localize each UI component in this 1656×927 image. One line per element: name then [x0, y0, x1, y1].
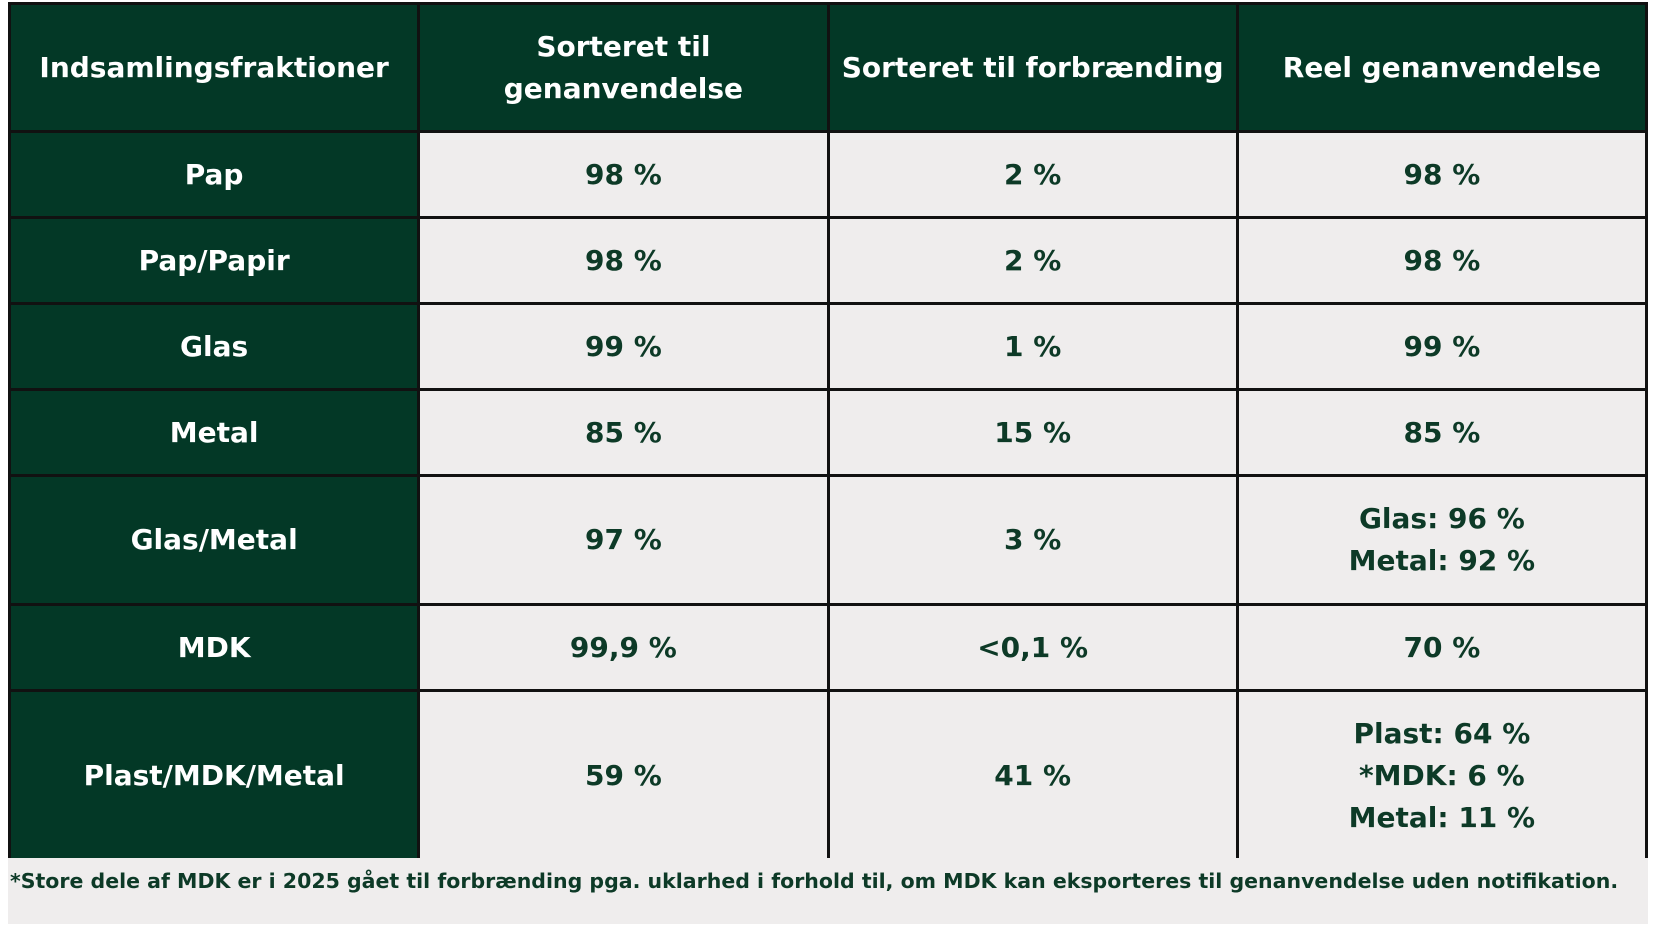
- table-row: Pap 98 % 2 % 98 %: [7, 130, 1649, 219]
- table: Indsamlingsfraktioner Sorteret til genanve…: [7, 2, 1649, 862]
- header-cell: Sorteret til genanvendelse: [417, 2, 830, 133]
- table-row: Pap/Papir 98 % 2 % 98 %: [7, 216, 1649, 305]
- table-cell: 98 %: [1235, 130, 1649, 219]
- header-row: Indsamlingsfraktioner Sorteret til genanve…: [7, 2, 1649, 133]
- cell-line: Metal: 11 %: [1348, 800, 1536, 834]
- table-row: Metal 85 % 15 % 85 %: [7, 388, 1649, 477]
- cell-line: *MDK: 6 %: [1359, 758, 1525, 792]
- table-cell: 1 %: [826, 302, 1239, 391]
- header-cell: Sorteret til forbrænding: [826, 2, 1239, 133]
- cell-line: genanvendelse: [503, 71, 743, 105]
- row-label: MDK: [7, 603, 421, 692]
- table-cell: 41 %: [826, 689, 1239, 862]
- table-row: Glas 99 % 1 % 99 %: [7, 302, 1649, 391]
- cell-line: Metal: 92 %: [1348, 544, 1536, 577]
- table-row: Plast/MDK/Metal 59 % 41 % Plast: 64 % *MDK: …: [7, 689, 1649, 862]
- table-cell: Plast: 64 % *MDK: 6 % Metal: 11 %: [1235, 689, 1649, 862]
- table-cell: 2 %: [826, 130, 1239, 219]
- row-label: Metal: [7, 388, 421, 477]
- table-cell: Glas: 96 % Metal: 92 %: [1235, 474, 1649, 606]
- table-cell: 59 %: [417, 689, 830, 862]
- row-label: Plast/MDK/Metal: [7, 689, 421, 862]
- cell-line: Plast: 64 %: [1353, 716, 1531, 750]
- table-cell: <0,1 %: [826, 603, 1239, 692]
- row-label: Glas/Metal: [7, 474, 421, 606]
- table-cell: 99,9 %: [417, 603, 830, 692]
- row-label: Glas: [7, 302, 421, 391]
- footnote: *Store dele af MDK er i 2025 gået til fo…: [8, 858, 1648, 924]
- table-cell: 97 %: [417, 474, 830, 606]
- cell-line: Glas: 96 %: [1358, 502, 1525, 535]
- cell-line: Sorteret til: [536, 29, 711, 63]
- table-cell: 2 %: [826, 216, 1239, 305]
- table-cell: 85 %: [1235, 388, 1649, 477]
- table-cell: 85 %: [417, 388, 830, 477]
- table-cell: 98 %: [417, 216, 830, 305]
- table-cell: 98 %: [1235, 216, 1649, 305]
- row-label: Pap: [7, 130, 421, 219]
- row-label: Pap/Papir: [7, 216, 421, 305]
- header-cell: Indsamlingsfraktioner: [7, 2, 421, 133]
- table-row: Glas/Metal 97 % 3 % Glas: 96 % Metal: 92 %: [7, 474, 1649, 606]
- table-cell: 98 %: [417, 130, 830, 219]
- table-cell: 99 %: [417, 302, 830, 391]
- header-cell: Reel genanvendelse: [1235, 2, 1649, 133]
- table-cell: 3 %: [826, 474, 1239, 606]
- table-row: MDK 99,9 % <0,1 % 70 %: [7, 603, 1649, 692]
- table-wrap: Indsamlingsfraktioner Sorteret til genanve…: [7, 2, 1649, 862]
- table-cell: 70 %: [1235, 603, 1649, 692]
- table-cell: 99 %: [1235, 302, 1649, 391]
- table-cell: 15 %: [826, 388, 1239, 477]
